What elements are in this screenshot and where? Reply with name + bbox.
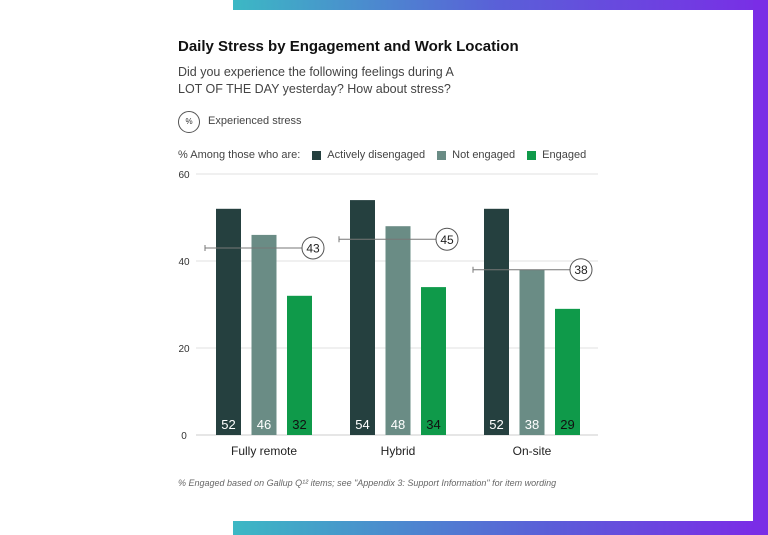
footnote: % Engaged based on Gallup Q¹² items; see… — [178, 478, 557, 488]
bar-value-label: 29 — [560, 417, 574, 432]
chart-title: Daily Stress by Engagement and Work Loca… — [178, 38, 519, 55]
bar — [555, 308, 580, 435]
legend-prefix: % Among those who are: — [178, 149, 301, 161]
overall-marker-circle — [569, 258, 593, 282]
bar-value-label: 48 — [391, 417, 405, 432]
x-tick-label: Hybrid — [381, 444, 416, 458]
bar — [519, 269, 545, 435]
y-tick-label: 40 — [178, 257, 190, 268]
overall-marker-circle — [435, 227, 459, 251]
legend-label-not-engaged: Not engaged — [452, 149, 516, 161]
chart-subtitle: Did you experience the following feeling… — [178, 65, 454, 96]
y-tick-label: 60 — [178, 170, 190, 181]
decorative-right-bar — [753, 0, 768, 535]
percent-icon: % — [178, 111, 200, 133]
bar-value-label: 38 — [525, 417, 539, 432]
bar — [484, 208, 509, 435]
bar-value-label: 32 — [292, 417, 306, 432]
legend-swatch-actively-disengaged — [312, 150, 322, 160]
x-tick-label: Fully remote — [231, 444, 297, 458]
measure-label: Experienced stress — [208, 115, 302, 127]
legend-label-engaged: Engaged — [542, 149, 587, 161]
bar-value-label: 46 — [257, 417, 271, 432]
bar — [287, 295, 312, 435]
legend-label-actively-disengaged: Actively disengaged — [327, 149, 426, 161]
bar-value-label: 52 — [221, 417, 235, 432]
overall-marker-circle — [301, 236, 325, 260]
legend-swatch-not-engaged — [437, 150, 447, 160]
bar-value-label: 54 — [355, 417, 369, 432]
bar — [216, 208, 241, 435]
decorative-bottom-bar — [233, 521, 753, 535]
bar — [385, 226, 411, 435]
overall-value-label: 38 — [574, 263, 588, 277]
bar-value-label: 34 — [426, 417, 440, 432]
legend: % Among those who are: Actively disengag… — [178, 149, 586, 161]
bar — [350, 200, 375, 435]
overall-value-label: 45 — [440, 233, 454, 247]
y-tick-label: 0 — [181, 431, 187, 442]
y-tick-label: 20 — [178, 344, 190, 355]
legend-swatch-engaged — [527, 150, 537, 160]
overall-value-label: 43 — [306, 241, 320, 255]
decorative-top-bar — [233, 0, 768, 10]
x-tick-label: On-site — [513, 444, 552, 458]
bar — [421, 287, 446, 435]
bar-value-label: 52 — [489, 417, 503, 432]
bar — [251, 234, 277, 435]
